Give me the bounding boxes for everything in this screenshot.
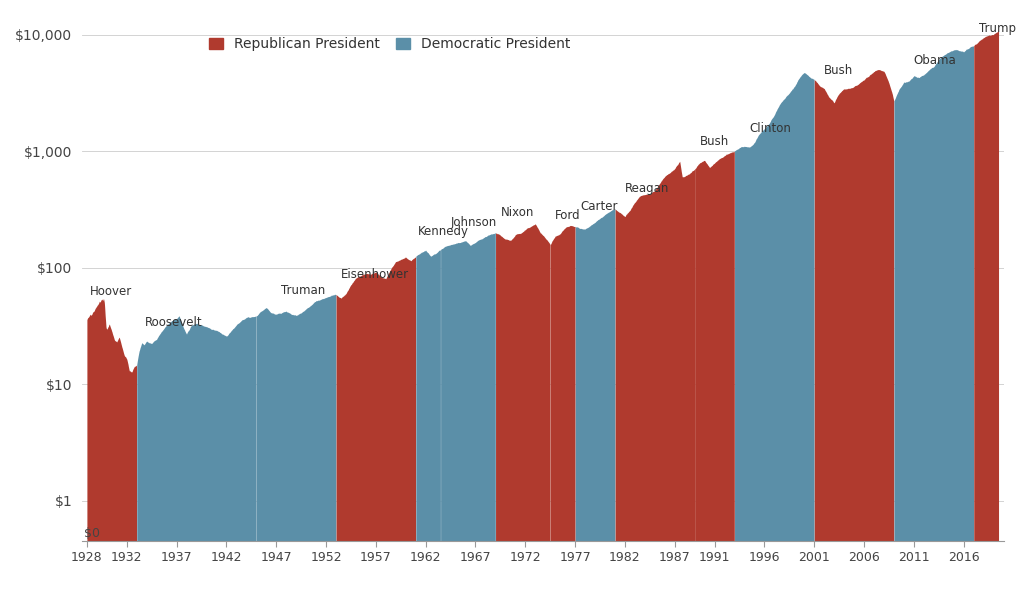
Legend: Republican President, Democratic President: Republican President, Democratic Preside… (209, 37, 570, 51)
Text: Trump: Trump (979, 22, 1016, 35)
Text: Kennedy: Kennedy (418, 225, 469, 238)
Text: Carter: Carter (580, 200, 617, 213)
Text: Johnson: Johnson (451, 216, 497, 228)
Text: Truman: Truman (282, 284, 326, 297)
Text: Nixon: Nixon (501, 206, 534, 219)
Text: Bush: Bush (699, 135, 729, 148)
Text: Hoover: Hoover (90, 285, 132, 298)
Text: $0: $0 (84, 527, 100, 540)
Text: Reagan: Reagan (625, 182, 670, 195)
Text: Clinton: Clinton (750, 121, 792, 135)
Text: Eisenhower: Eisenhower (341, 268, 410, 281)
Text: Obama: Obama (913, 54, 956, 67)
Text: Roosevelt: Roosevelt (144, 316, 203, 329)
Text: Ford: Ford (555, 209, 581, 222)
Text: Bush: Bush (824, 64, 853, 78)
